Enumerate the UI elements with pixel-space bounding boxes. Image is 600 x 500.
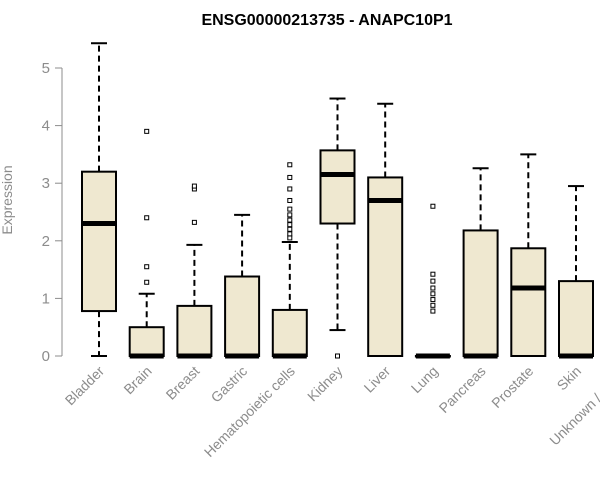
outlier-point xyxy=(287,235,293,241)
box-group-7 xyxy=(414,203,451,359)
outlier-point xyxy=(144,215,150,221)
x-category-label-5: Kidney xyxy=(304,363,346,405)
outlier-point xyxy=(287,212,293,218)
outlier-point xyxy=(144,264,150,270)
x-category-label-0: Bladder xyxy=(62,363,108,409)
box-iqr xyxy=(510,247,547,357)
outlier-point xyxy=(287,186,293,192)
outlier-point xyxy=(430,297,436,303)
outlier-point xyxy=(144,279,150,285)
box-iqr xyxy=(558,280,594,357)
box-group-6 xyxy=(367,102,404,357)
box-iqr xyxy=(81,170,117,313)
outlier-point xyxy=(191,219,197,225)
box-group-10 xyxy=(558,185,594,359)
outlier-point xyxy=(287,222,293,228)
box-group-5 xyxy=(319,97,356,359)
boxes-group xyxy=(81,42,594,359)
outlier-point xyxy=(191,183,197,189)
outlier-point xyxy=(287,231,293,237)
x-category-label-8: Pancreas xyxy=(436,363,489,416)
box-iqr xyxy=(271,308,308,358)
box-iqr xyxy=(367,176,404,357)
outlier-point xyxy=(430,302,436,308)
box-group-8 xyxy=(462,167,499,359)
y-tick-label-1: 1 xyxy=(42,290,50,307)
box-group-3 xyxy=(224,213,261,359)
box-iqr xyxy=(176,304,213,357)
box-group-1 xyxy=(128,128,165,359)
outlier-point xyxy=(430,271,436,277)
box-group-0 xyxy=(81,42,117,357)
box-iqr xyxy=(319,149,356,225)
x-category-label-2: Breast xyxy=(163,363,203,403)
box-iqr xyxy=(128,326,165,358)
y-tick-label-2: 2 xyxy=(42,233,50,250)
y-axis-label: Expression xyxy=(0,165,15,234)
outlier-point xyxy=(144,128,150,134)
chart-title: ENSG00000213735 - ANAPC10P1 xyxy=(201,12,452,29)
x-category-label-9: Prostate xyxy=(488,363,536,411)
outlier-point xyxy=(287,197,293,203)
y-axis: 0 1 2 3 4 5 xyxy=(42,60,63,365)
x-category-label-3: Gastric xyxy=(208,363,251,406)
outlier-point xyxy=(430,285,436,291)
y-tick-label-0: 0 xyxy=(42,348,50,365)
outlier-point xyxy=(287,226,293,232)
outlier-point xyxy=(287,206,293,212)
box-group-2 xyxy=(176,183,213,359)
box-iqr xyxy=(462,229,499,358)
x-category-label-7: Lung xyxy=(408,363,441,396)
outlier-point xyxy=(430,291,436,297)
outlier-point xyxy=(287,162,293,168)
x-category-label-1: Brain xyxy=(120,363,154,397)
outlier-point xyxy=(287,174,293,180)
outlier-point xyxy=(430,278,436,284)
outlier-point xyxy=(287,217,293,223)
outlier-point xyxy=(335,353,340,359)
outlier-point xyxy=(430,203,436,209)
box-group-4 xyxy=(271,162,308,359)
box-group-9 xyxy=(510,153,547,357)
y-tick-label-4: 4 xyxy=(42,118,50,135)
outlier-point xyxy=(430,308,436,314)
x-category-label-6: Liver xyxy=(361,363,394,396)
box-iqr xyxy=(224,275,261,357)
x-category-label-10: Skin xyxy=(554,363,585,394)
x-category-label-4: Hematopoietic cells xyxy=(201,363,298,460)
y-tick-label-3: 3 xyxy=(42,175,50,192)
y-tick-label-5: 5 xyxy=(42,60,50,77)
